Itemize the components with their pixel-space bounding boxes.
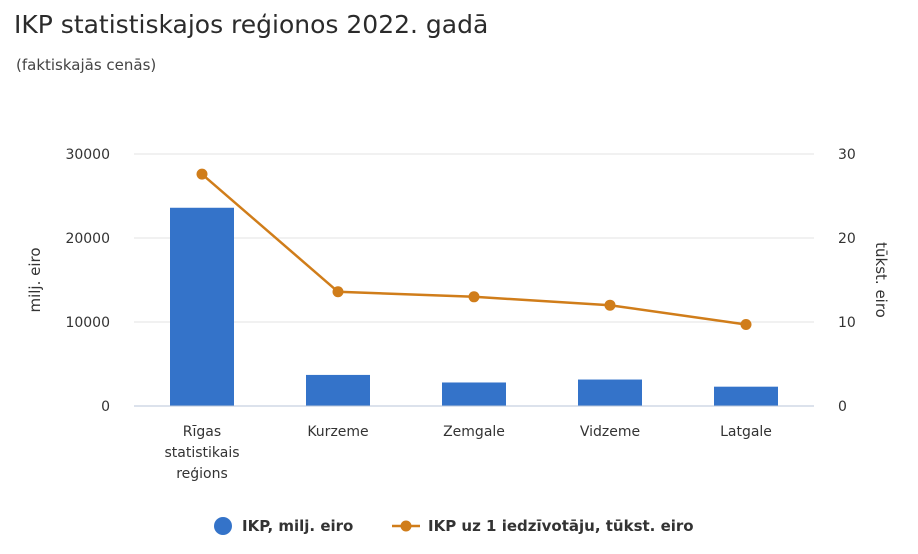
left-axis-title: milj. eiro: [26, 247, 44, 312]
legend-bar-marker: [214, 517, 232, 535]
line-point: [740, 319, 752, 331]
right-axis-title: tūkst. eiro: [872, 242, 890, 318]
left-tick-label: 30000: [65, 147, 110, 163]
right-axis-ticks: 0 10 20 30: [838, 147, 856, 415]
x-tick-label: Latgale: [720, 424, 772, 440]
bar: [306, 374, 370, 406]
line-point: [604, 299, 616, 311]
bar: [578, 379, 642, 406]
bar: [170, 207, 234, 406]
line-series: [196, 168, 752, 331]
x-tick-label: Zemgale: [443, 424, 505, 440]
right-tick-label: 20: [838, 231, 856, 247]
right-tick-label: 10: [838, 315, 856, 331]
left-axis-ticks: 0 10000 20000 30000: [65, 147, 110, 415]
chart-title: IKP statistiskajos reģionos 2022. gadā: [14, 10, 489, 39]
legend-line-label: IKP uz 1 iedzīvotāju, tūkst. eiro: [428, 517, 694, 535]
left-tick-label: 0: [101, 399, 110, 415]
left-tick-label: 10000: [65, 315, 110, 331]
x-tick-label: Kurzeme: [307, 424, 368, 440]
bar: [442, 382, 506, 406]
x-tick-label: Rīgas statistikais reģions: [164, 424, 239, 482]
right-tick-label: 0: [838, 399, 847, 415]
line-point: [468, 291, 480, 303]
line-point: [196, 168, 208, 180]
x-axis-ticks: Rīgas statistikais reģions Kurzeme Zemgale Vi…: [164, 424, 771, 482]
x-tick-label: Vidzeme: [580, 424, 640, 440]
legend-line-marker: [400, 520, 412, 532]
bar-series: [170, 207, 778, 406]
left-tick-label: 20000: [65, 231, 110, 247]
chart-subtitle: (faktiskajās cenās): [16, 56, 157, 74]
legend-bar-label: IKP, milj. eiro: [242, 517, 353, 535]
legend: IKP, milj. eiro IKP uz 1 iedzīvotāju, tūk…: [214, 517, 694, 535]
right-tick-label: 30: [838, 147, 856, 163]
bar: [714, 386, 778, 406]
gridlines: [134, 153, 814, 323]
line-point: [332, 286, 344, 298]
